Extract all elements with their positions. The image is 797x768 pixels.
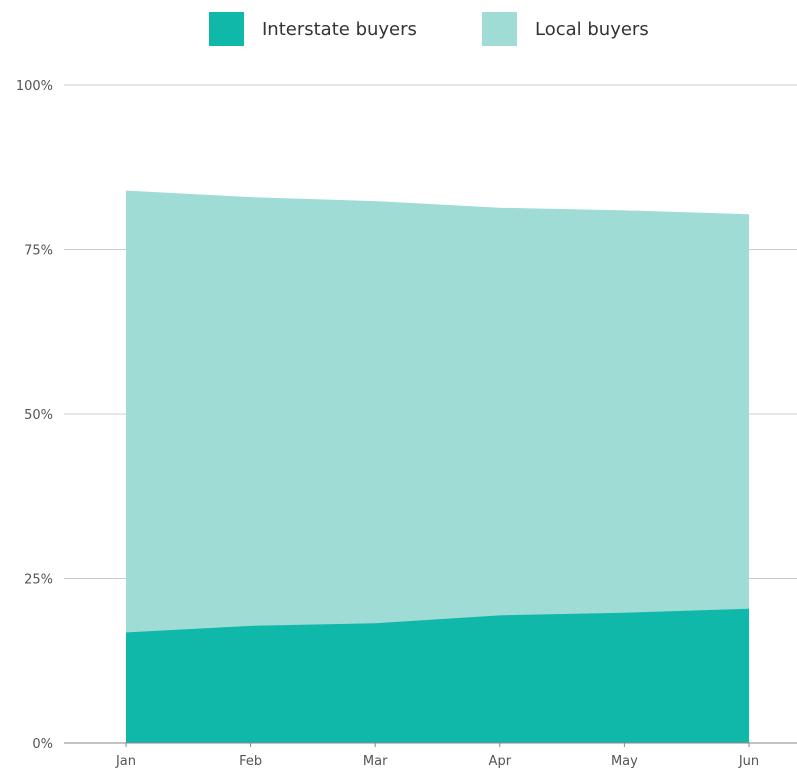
- legend-swatch-interstate: [209, 12, 244, 46]
- legend-swatch-local: [482, 12, 517, 46]
- legend-label-interstate: Interstate buyers: [262, 18, 417, 40]
- y-tick-label-0: 0%: [32, 737, 53, 752]
- y-tick-label-25: 25%: [24, 573, 53, 588]
- legend: Interstate buyers Local buyers: [0, 12, 797, 46]
- x-tick-label-jan: Jan: [115, 754, 136, 768]
- area-edge-local-buyers: [125, 190, 750, 217]
- x-tick-label-jun: Jun: [738, 754, 759, 768]
- x-tick-label-mar: Mar: [363, 754, 388, 768]
- area-local-buyers: [126, 191, 749, 633]
- x-tick-label-may: May: [611, 754, 638, 768]
- legend-label-local: Local buyers: [535, 18, 649, 40]
- legend-item-interstate[interactable]: Interstate buyers: [209, 12, 417, 46]
- axes: 0% 25% 50% 75% 100% Jan Feb Mar Apr May Jun: [16, 79, 797, 768]
- area-interstate-buyers: [126, 608, 749, 743]
- x-tick-label-feb: Feb: [239, 754, 262, 768]
- y-tick-label-50: 50%: [24, 408, 53, 423]
- x-tick-label-apr: Apr: [489, 754, 512, 768]
- area-series: [125, 190, 750, 743]
- legend-item-local[interactable]: Local buyers: [482, 12, 649, 46]
- y-tick-label-100: 100%: [16, 79, 53, 94]
- y-tick-label-75: 75%: [24, 244, 53, 259]
